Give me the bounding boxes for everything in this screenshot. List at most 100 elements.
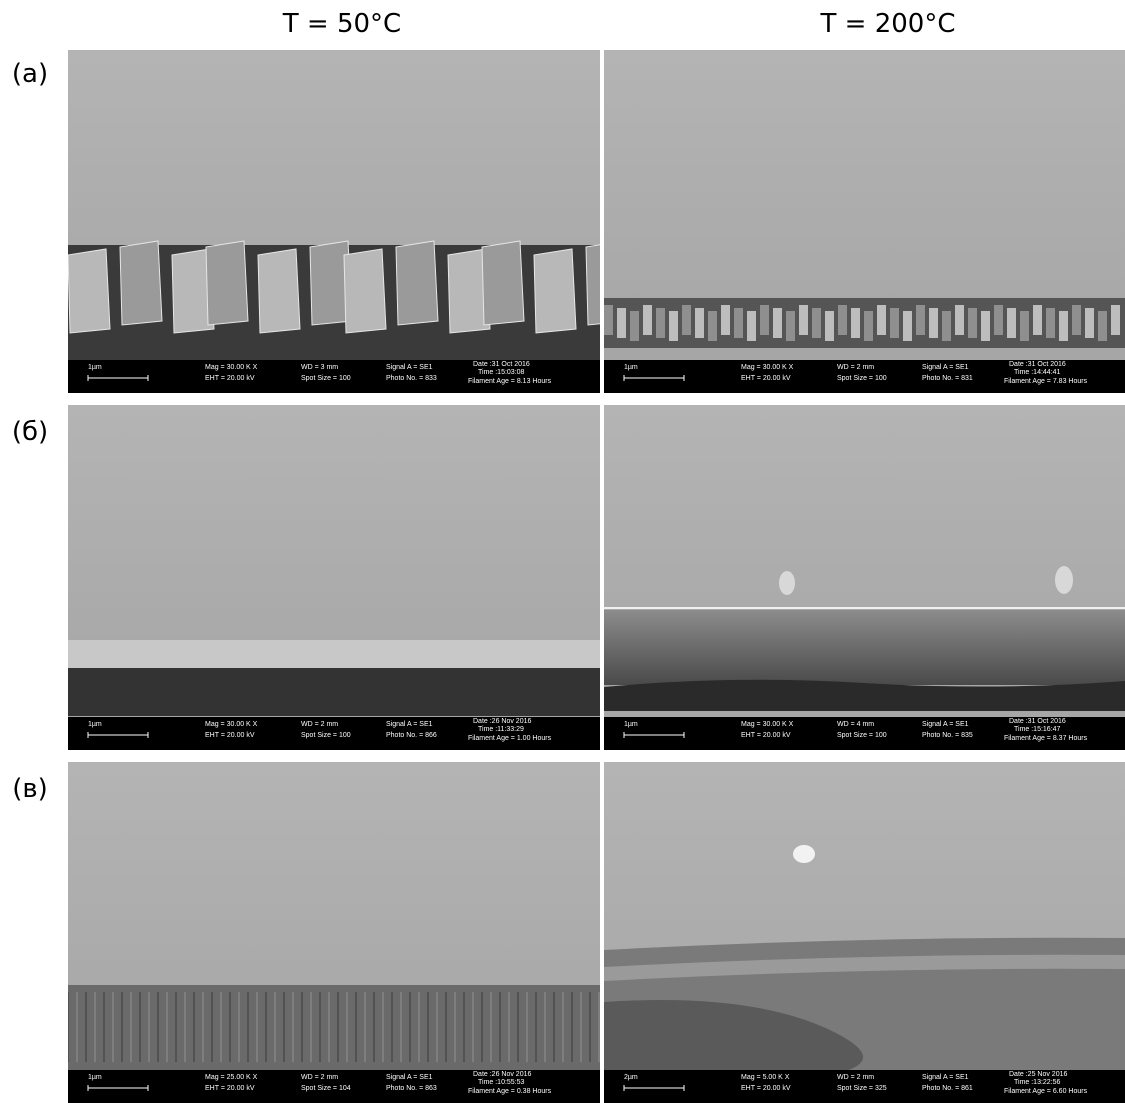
grain [396, 241, 438, 325]
info-time: Time :14:44:41 [1014, 369, 1061, 376]
grain [695, 308, 704, 338]
grain [929, 308, 938, 338]
grain [344, 249, 386, 333]
info-eht: EHT = 20.00 kV [741, 1085, 791, 1092]
info-time: Time :11:33:29 [478, 726, 524, 733]
grain [68, 249, 110, 333]
grain [120, 241, 162, 325]
info-time: Time :15:03:08 [478, 369, 525, 376]
info-filament: Filament Age = 7.83 Hours [1004, 378, 1088, 385]
info-wd: WD = 2 mm [837, 364, 874, 371]
info-filament: Filament Age = 1.00 Hours [468, 735, 552, 742]
info-date: Date :31 Oct 2016 [473, 361, 530, 368]
info-eht: EHT = 20.00 kV [741, 732, 791, 739]
grain [916, 305, 925, 335]
film [68, 668, 600, 716]
particle [779, 571, 795, 595]
grain [838, 305, 847, 335]
grain [877, 305, 886, 335]
grain [851, 308, 860, 338]
grain [721, 305, 730, 335]
info-eht: EHT = 20.00 kV [205, 732, 255, 739]
grain [1033, 305, 1042, 335]
grain [903, 311, 912, 341]
grain [890, 308, 899, 338]
info-wd: WD = 3 mm [301, 364, 338, 371]
grain [981, 311, 990, 341]
grain [955, 305, 964, 335]
info-spot: Spot Size = 104 [301, 1085, 351, 1092]
grain [643, 305, 652, 335]
grain [617, 308, 626, 338]
info-eht: EHT = 20.00 kV [205, 1085, 255, 1092]
row-label: (a) [12, 59, 48, 89]
scale-label: 1µm [88, 364, 102, 371]
info-signal: Signal A = SE1 [386, 1074, 433, 1081]
grain [1020, 311, 1029, 341]
grain [799, 305, 808, 335]
scale-label: 1µm [88, 721, 102, 728]
grain [534, 249, 576, 333]
film [68, 985, 600, 1070]
info-date: Date :25 Nov 2016 [1009, 1071, 1067, 1078]
info-mag: Mag = 30.00 K X [741, 364, 794, 371]
info-signal: Signal A = SE1 [386, 721, 433, 728]
info-signal: Signal A = SE1 [922, 721, 969, 728]
info-date: Date :26 Nov 2016 [473, 718, 531, 725]
info-mag: Mag = 30.00 K X [205, 364, 258, 371]
info-spot: Spot Size = 100 [837, 375, 887, 382]
grain [1111, 305, 1120, 335]
info-photo: Photo No. = 866 [386, 732, 437, 739]
grain [1059, 311, 1068, 341]
grain [786, 311, 795, 341]
grain [669, 311, 678, 341]
info-spot: Spot Size = 325 [837, 1085, 887, 1092]
info-eht: EHT = 20.00 kV [741, 375, 791, 382]
info-signal: Signal A = SE1 [386, 364, 433, 371]
info-filament: Filament Age = 0.38 Hours [468, 1088, 552, 1095]
grain [630, 311, 639, 341]
grain [1072, 305, 1081, 335]
scale-label: 1µm [624, 721, 638, 728]
grain [682, 305, 691, 335]
info-mag: Mag = 25.00 K X [205, 1074, 258, 1081]
info-spot: Spot Size = 100 [301, 732, 351, 739]
grain [734, 308, 743, 338]
info-signal: Signal A = SE1 [922, 364, 969, 371]
info-wd: WD = 2 mm [301, 721, 338, 728]
grain [604, 305, 613, 335]
grain [773, 308, 782, 338]
info-photo: Photo No. = 833 [386, 375, 437, 382]
info-eht: EHT = 20.00 kV [205, 375, 255, 382]
sem-image: 1µm Mag = 30.00 K X EHT = 20.00 kV WD = 2 m… [604, 50, 1125, 393]
figure: T = 50°C T = 200°C (a) (б) (в) 1µmMag = … [0, 0, 1125, 1103]
info-signal: Signal A = SE1 [922, 1074, 969, 1081]
row-label: (в) [12, 774, 48, 804]
grain [1007, 308, 1016, 338]
grain [656, 308, 665, 338]
info-wd: WD = 4 mm [837, 721, 874, 728]
info-date: Date :26 Nov 2016 [473, 1071, 531, 1078]
scale-label: 1µm [624, 364, 638, 371]
info-filament: Filament Age = 6.60 Hours [1004, 1088, 1088, 1095]
particle [1055, 566, 1073, 594]
grain [825, 311, 834, 341]
grain [1098, 311, 1107, 341]
column-header: T = 200°C [820, 9, 956, 39]
sem-image: 1µm Mag = 30.00 K X EHT = 20.00 kV WD = 3 m… [68, 50, 628, 393]
grain [258, 249, 300, 333]
info-photo: Photo No. = 835 [922, 732, 973, 739]
column-header: T = 50°C [282, 9, 401, 39]
grain [994, 305, 1003, 335]
info-time: Time :15:16:47 [1014, 726, 1061, 733]
grain [864, 311, 873, 341]
row-label: (б) [12, 417, 48, 447]
grain [1046, 308, 1055, 338]
info-mag: Mag = 5.00 K X [741, 1074, 790, 1081]
info-photo: Photo No. = 863 [386, 1085, 437, 1092]
film [604, 610, 1125, 685]
grain [1085, 308, 1094, 338]
info-wd: WD = 2 mm [837, 1074, 874, 1081]
